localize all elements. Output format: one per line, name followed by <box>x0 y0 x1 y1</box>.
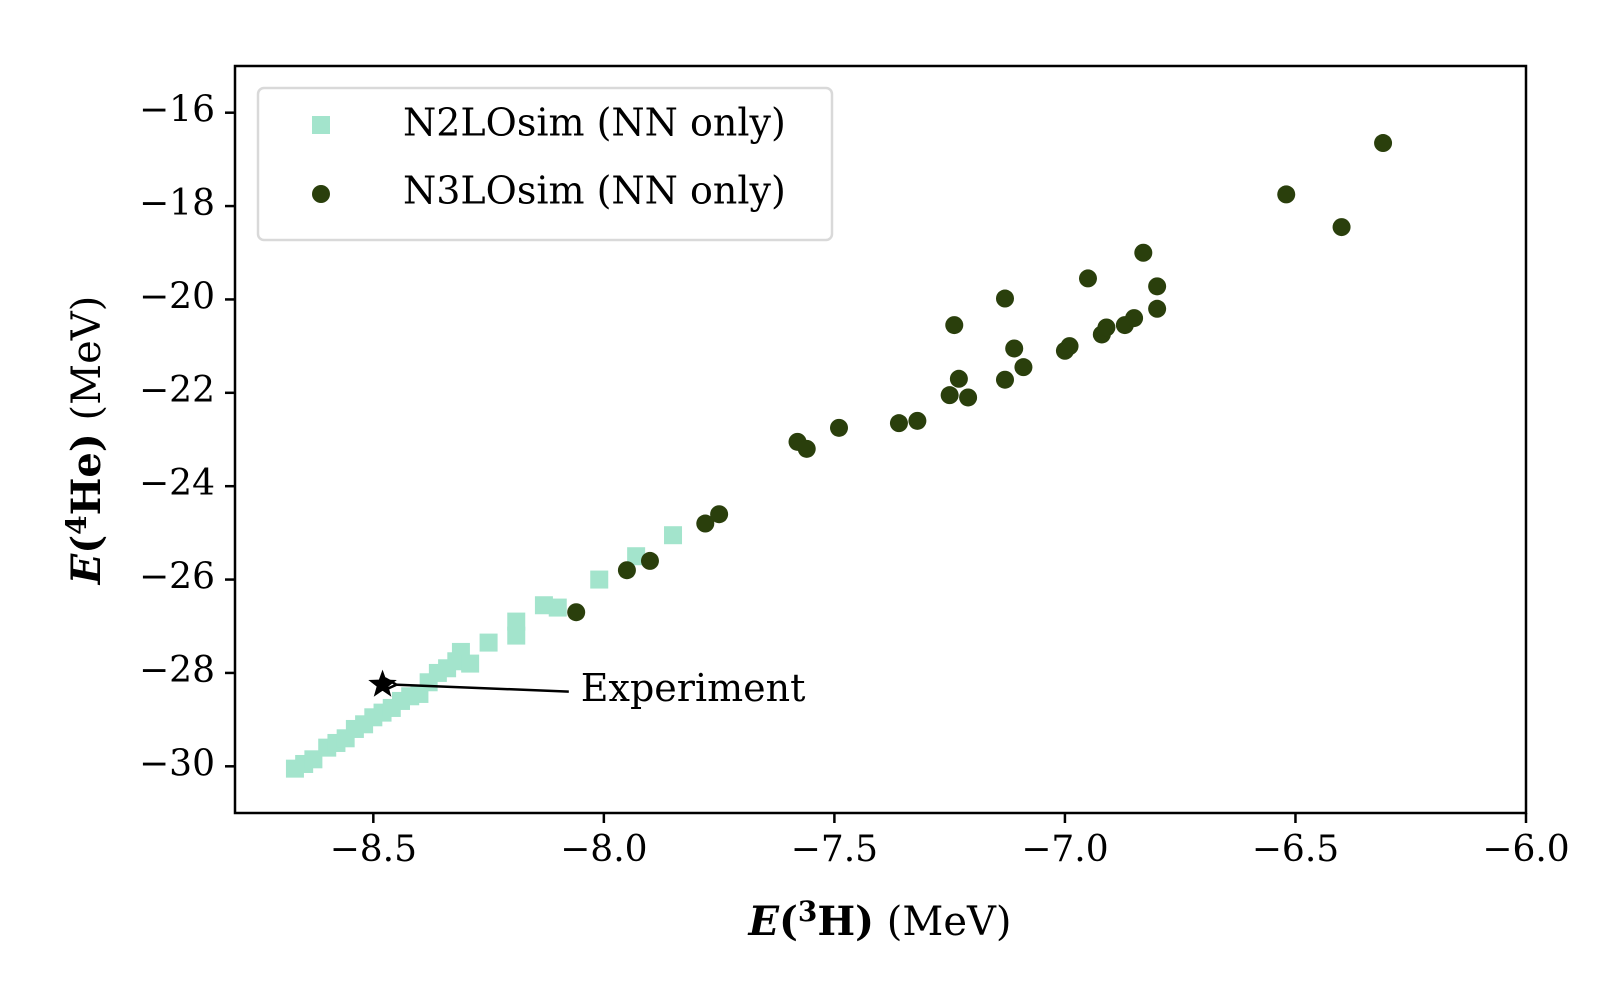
n3losim-point <box>1097 318 1116 337</box>
n3losim-point <box>830 418 849 437</box>
plot-area-frame <box>233 64 1528 815</box>
x-tick-label: −7.0 <box>1021 829 1108 870</box>
n3losim-point <box>1060 337 1079 356</box>
n3losim-point <box>696 514 715 533</box>
legend-label-n3losim: N3LOsim (NN only) <box>403 169 786 213</box>
data-points <box>285 134 1393 778</box>
x-tick-label: −8.5 <box>330 829 417 870</box>
y-axis-label: E(4He) (MeV) <box>60 296 110 586</box>
n3losim-point <box>1148 277 1167 296</box>
legend-circle-marker <box>312 185 330 203</box>
legend-label-n2losim: N2LOsim (NN only) <box>403 101 786 145</box>
legend-square-marker <box>312 116 330 134</box>
y-tick-label: −22 <box>139 370 215 411</box>
n3losim-point <box>1014 358 1033 377</box>
x-axis-label-prefix: E <box>747 898 779 945</box>
x-tick-label: −6.0 <box>1482 829 1569 870</box>
annotation-label: Experiment <box>581 666 806 710</box>
n3losim-point <box>959 388 978 407</box>
x-axis-label-element: H <box>817 898 855 945</box>
n3losim-point <box>1148 299 1167 318</box>
x-tick-label: −8.0 <box>560 829 647 870</box>
y-tick-label: −30 <box>139 743 215 784</box>
n2losim-point <box>479 633 498 652</box>
n3losim-point <box>1277 185 1296 204</box>
n2losim-point <box>461 654 480 673</box>
n2losim-point <box>627 547 646 566</box>
x-axis-label-open: ( <box>779 898 798 945</box>
n3losim-point <box>940 386 959 405</box>
y-tick-label: −28 <box>139 650 215 691</box>
n3losim-point <box>567 603 586 622</box>
n3losim-point <box>1125 309 1144 328</box>
n2losim-point <box>304 750 323 769</box>
n2losim-point <box>507 612 526 631</box>
n2losim-point <box>507 626 526 645</box>
n3losim-point <box>995 289 1014 308</box>
n2losim-point <box>664 526 683 545</box>
x-axis-label-close: ) <box>855 898 874 945</box>
x-axis-label-unit: (MeV) <box>874 899 1011 945</box>
n3losim-point <box>617 561 636 580</box>
n3losim-point <box>995 370 1014 389</box>
n3losim-point <box>889 414 908 433</box>
n3losim-point <box>908 411 927 430</box>
n3losim-point <box>797 439 816 458</box>
legend-box <box>256 86 834 242</box>
y-axis-label-open: ( <box>63 535 110 554</box>
experiment-star-marker <box>368 669 397 697</box>
n3losim-point <box>1005 339 1024 358</box>
y-axis-label-unit: (MeV) <box>64 296 110 433</box>
y-tick-label: −26 <box>139 557 215 598</box>
y-axis-label-close: ) <box>63 433 110 452</box>
x-tick-label: −6.5 <box>1252 829 1339 870</box>
y-tick-label: −18 <box>139 183 215 224</box>
x-axis-ticks: −8.5 −8.0 −7.5 −7.0 −6.5 −6.0 <box>330 813 1570 870</box>
x-axis-label: E(3H) (MeV) <box>747 895 1011 945</box>
y-tick-label: −20 <box>139 276 215 317</box>
n3losim-point <box>1078 269 1097 288</box>
x-axis-label-sup: 3 <box>798 895 817 928</box>
y-tick-label: −24 <box>139 463 215 504</box>
n2losim-point <box>590 570 609 589</box>
n3losim-point <box>640 551 659 570</box>
n2losim-point <box>534 596 553 615</box>
n3losim-point <box>945 316 964 335</box>
n2losim-point <box>548 598 567 617</box>
y-axis-ticks: −30 −28 −26 −24 −22 −20 −18 −16 <box>139 90 235 784</box>
x-tick-label: −7.5 <box>791 829 878 870</box>
n3losim-point <box>1134 243 1153 262</box>
n3losim-point <box>710 505 729 524</box>
annotation-arrow <box>395 685 569 693</box>
y-axis-label-prefix: E <box>63 553 110 585</box>
n3losim-point <box>949 369 968 388</box>
y-tick-label: −16 <box>139 90 215 131</box>
annotation: Experiment <box>368 666 805 710</box>
y-axis-label-element: He <box>63 452 110 515</box>
n3losim-point <box>1374 134 1393 153</box>
n3losim-point <box>1332 218 1351 237</box>
legend: N2LOsim (NN only) N3LOsim (NN only) <box>256 86 834 242</box>
y-axis-label-sup: 4 <box>60 515 93 534</box>
